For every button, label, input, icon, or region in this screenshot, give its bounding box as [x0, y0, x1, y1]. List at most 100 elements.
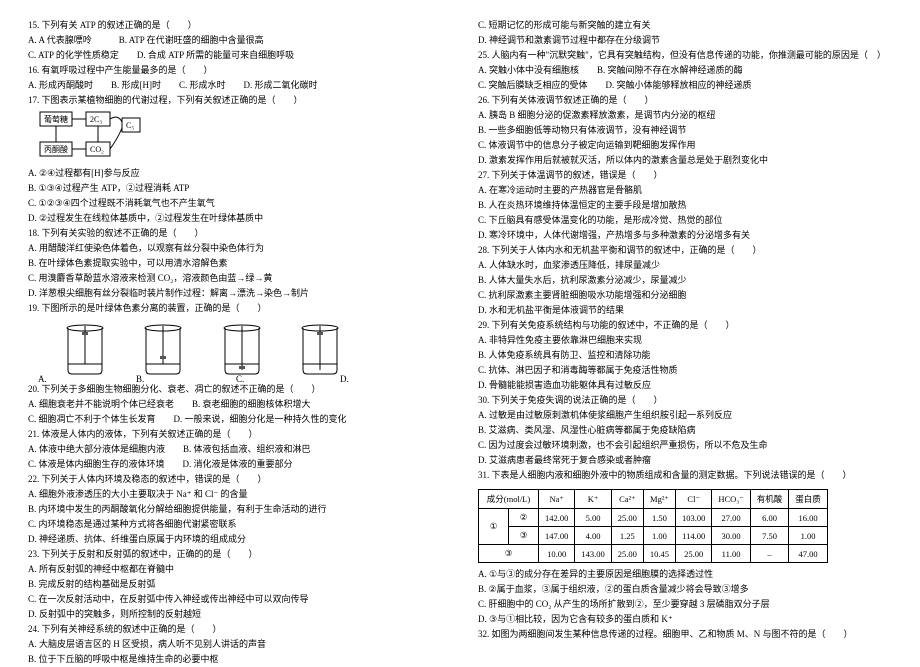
- r12: B. 人在炎热环境维持体温恒定的主要手段是增加散热: [478, 198, 908, 213]
- r5: 26. 下列有关体液调节叙述正确的是（ ）: [478, 93, 908, 108]
- q22d: D. 神经递质、抗体、纤维蛋白原属于内环境的组成成分: [28, 532, 458, 547]
- q21: 21. 体液是人体内的液体，下列有关叙述正确的是（ ）: [28, 427, 458, 442]
- c12: 1.25: [611, 527, 643, 545]
- beaker-label-a: A.: [38, 374, 47, 384]
- r14: D. 寒冷环境中，人体代谢增强，产热增多与多种激素的分泌增多有关: [478, 228, 908, 243]
- q24a: A. 大脑皮层语言区的 H 区受损，病人听不见别人讲话的声音: [28, 637, 458, 652]
- th-7: 有机酸: [750, 490, 789, 509]
- c02: 25.00: [611, 509, 643, 527]
- q22: 22. 下列关于人体内环境及稳态的叙述中，错误的是（ ）: [28, 472, 458, 487]
- r30: 31. 下表是人细胞内液和细胞外液中的物质组成和含量的测定数据。下列说法错误的是…: [478, 468, 908, 483]
- r22: B. 人体免疫系统具有防卫、监控和清除功能: [478, 348, 908, 363]
- th-4: Mg²⁺: [643, 490, 675, 509]
- r6: A. 胰岛 B 细胞分泌的促激素释放激素，是调节内分泌的枢纽: [478, 108, 908, 123]
- r7: B. 一些多细胞低等动物只有体液调节，没有神经调节: [478, 123, 908, 138]
- c01: 5.00: [575, 509, 611, 527]
- c23: 10.45: [643, 545, 675, 563]
- r21: A. 非特异性免疫主要依靠淋巴细胞来实现: [478, 333, 908, 348]
- r24: D. 骨髓能能损害造血功能躯体具有过敏反应: [478, 378, 908, 393]
- c21: 143.00: [575, 545, 611, 563]
- th-0: 成分(mol/L): [479, 490, 539, 509]
- c11: 4.00: [575, 527, 611, 545]
- q22b: B. 内环境中发生的丙酮酸氧化分解给细胞提供能量，有利于生命活动的进行: [28, 502, 458, 517]
- c14: 114.00: [676, 527, 712, 545]
- svg-text:CO₂: CO₂: [90, 145, 104, 154]
- th-1: Na⁺: [539, 490, 575, 509]
- svg-text:丙酮酸: 丙酮酸: [44, 144, 68, 154]
- r8: C. 体液调节中的信息分子被定向运输到靶细胞发挥作用: [478, 138, 908, 153]
- beaker-label-c: C.: [236, 374, 244, 384]
- q17a: A. ②④过程都有[H]参与反应: [28, 166, 458, 181]
- c07: 16.00: [789, 509, 828, 527]
- r25: 30. 下列关于免疫失调的说法正确的是（ ）: [478, 393, 908, 408]
- c16: 7.50: [750, 527, 789, 545]
- q31-table: 成分(mol/L) Na⁺ K⁺ Ca²⁺ Mg²⁺ Cl⁻ HCO₃⁻ 有机酸…: [478, 489, 828, 563]
- rowlabel-0: ②: [509, 509, 539, 527]
- r27: B. 艾滋病、类风湿、风湿性心脏病等都属于免疫缺陷病: [478, 423, 908, 438]
- th-2: K⁺: [575, 490, 611, 509]
- q18c: C. 用溴麝香草酚蓝水溶液来检测 CO₂，溶液颜色由蓝→绿→黄: [28, 271, 458, 286]
- th-3: Ca²⁺: [611, 490, 643, 509]
- q20a: A. 细胞衰老并不能说明个体已经衰老 B. 衰老细胞的细胞核体积增大: [28, 397, 458, 412]
- c10: 147.00: [539, 527, 575, 545]
- c25: 11.00: [712, 545, 750, 563]
- th-5: Cl⁻: [676, 490, 712, 509]
- q17d: D. ②过程发生在线粒体基质中，②过程发生在叶绿体基质中: [28, 211, 458, 226]
- q17-diagram: 葡萄糖 2C₃ C₅ 丙酮酸 CO₂: [38, 110, 458, 164]
- r2-1: B. ②属于血浆，③属于组织液，②的蛋白质含量减少将会导致③增多: [478, 582, 908, 597]
- q24b: B. 位于下丘脑的呼吸中枢是维持生命的必要中枢: [28, 652, 458, 667]
- c05: 27.00: [712, 509, 750, 527]
- c22: 25.00: [611, 545, 643, 563]
- r16: A. 人体缺水时，血浆渗透压降低，排尿量减少: [478, 258, 908, 273]
- q15a: A. A 代表腺嘌呤 B. ATP 在代谢旺盛的细胞中含量很高: [28, 33, 458, 48]
- r11: A. 在寒冷运动时主要的产热器官是骨骼肌: [478, 183, 908, 198]
- r29: D. 艾滋病患者最终常死于复合感染或者肿瘤: [478, 453, 908, 468]
- q17c: C. ①②③④四个过程既不消耗氧气也不产生氧气: [28, 196, 458, 211]
- svg-text:葡萄糖: 葡萄糖: [44, 114, 68, 124]
- q17: 17. 下图表示某植物细胞的代谢过程，下列有关叙述正确的是（ ）: [28, 93, 458, 108]
- q22a: A. 细胞外液渗透压的大小主要取决于 Na⁺ 和 Cl⁻ 的含量: [28, 487, 458, 502]
- rowlabel-2: ③: [479, 545, 539, 563]
- r10: 27. 下列关于体温调节的叙述，错误是（ ）: [478, 168, 908, 183]
- r28: C. 因为过度会过敏环境刺激，也不会引起组织严重损伤，所以不危及生命: [478, 438, 908, 453]
- r13: C. 下丘脑具有感受体温变化的功能，是形成冷觉、热觉的部位: [478, 213, 908, 228]
- q18: 18. 下列有关实验的叙述不正确的是（ ）: [28, 226, 458, 241]
- svg-text:C₅: C₅: [126, 121, 134, 130]
- beaker-label-b: B.: [136, 374, 144, 384]
- q20c: C. 细胞凋亡不利于个体生长发育 D. 一般来说，细胞分化是一种持久性的变化: [28, 412, 458, 427]
- r2: 25. 人脑内有一种"沉默突触"，它具有突触结构，但没有信息传递的功能，你推测最…: [478, 48, 908, 63]
- q21c: C. 体液是体内细胞生存的液体环境 D. 消化液是体液的重要部分: [28, 457, 458, 472]
- q19-beakers: A. B. C. D.: [60, 320, 458, 382]
- r2-3: D. ③与①相比较，因为它含有较多的蛋白质和 K⁺: [478, 612, 908, 627]
- q15: 15. 下列有关 ATP 的叙述正确的是（ ）: [28, 18, 458, 33]
- q17b: B. ①③④过程产生 ATP，②过程消耗 ATP: [28, 181, 458, 196]
- q21a: A. 体液中绝大部分液体是细胞内液 B. 体液包括血液、组织液和淋巴: [28, 442, 458, 457]
- c03: 1.50: [643, 509, 675, 527]
- beaker-label-d: D.: [340, 374, 349, 384]
- q23: 23. 下列关于反射和反射弧的叙述中，正确的的是（ ）: [28, 547, 458, 562]
- r19: D. 水和无机盐平衡是体液调节的结果: [478, 303, 908, 318]
- q23a: A. 所有反射弧的神经中枢都在脊髓中: [28, 562, 458, 577]
- side-label: ①: [479, 509, 509, 545]
- c20: 10.00: [539, 545, 575, 563]
- r0: C. 短期记忆的形成可能与新突触的建立有关: [478, 18, 908, 33]
- r4: C. 突触后膜缺乏相应的受体 D. 突触小体能够释放相应的神经递质: [478, 78, 908, 93]
- q18b: B. 在叶绿体色素提取实验中，可以用清水溶解色素: [28, 256, 458, 271]
- rowlabel-1: ③: [509, 527, 539, 545]
- r26: A. 过敏是由过敏原刺激机体使浆细胞产生组织胺引起一系列反应: [478, 408, 908, 423]
- r2-2: C. 肝细胞中的 CO₂ 从产生的场所扩散到②，至少要穿越 3 层磷脂双分子层: [478, 597, 908, 612]
- r17: B. 人体大量失水后，抗利尿激素分泌减少，尿量减少: [478, 273, 908, 288]
- q24: 24. 下列有关神经系统的叙述中正确的是（ ）: [28, 622, 458, 637]
- c13: 1.00: [643, 527, 675, 545]
- c27: 47.00: [789, 545, 828, 563]
- q18a: A. 用醋酸洋红使染色体着色，以观察有丝分裂中染色体行为: [28, 241, 458, 256]
- r2-0: A. ①与③的成分存在差异的主要原因是细胞膜的选择透过性: [478, 567, 908, 582]
- c15: 30.00: [712, 527, 750, 545]
- q23d: D. 反射弧中的突触多，则所控制的反射越短: [28, 607, 458, 622]
- r3: A. 突触小体中没有细胞核 B. 突触间隙不存在水解神经递质的酶: [478, 63, 908, 78]
- c06: 6.00: [750, 509, 789, 527]
- r15: 28. 下列关于人体内水和无机盐平衡和调节的叙述中，正确的是（ ）: [478, 243, 908, 258]
- svg-text:2C₃: 2C₃: [90, 115, 102, 124]
- q16opts: A. 形成丙酮酸时 B. 形成[H]时 C. 形成水时 D. 形成二氧化碳时: [28, 78, 458, 93]
- c26: –: [750, 545, 789, 563]
